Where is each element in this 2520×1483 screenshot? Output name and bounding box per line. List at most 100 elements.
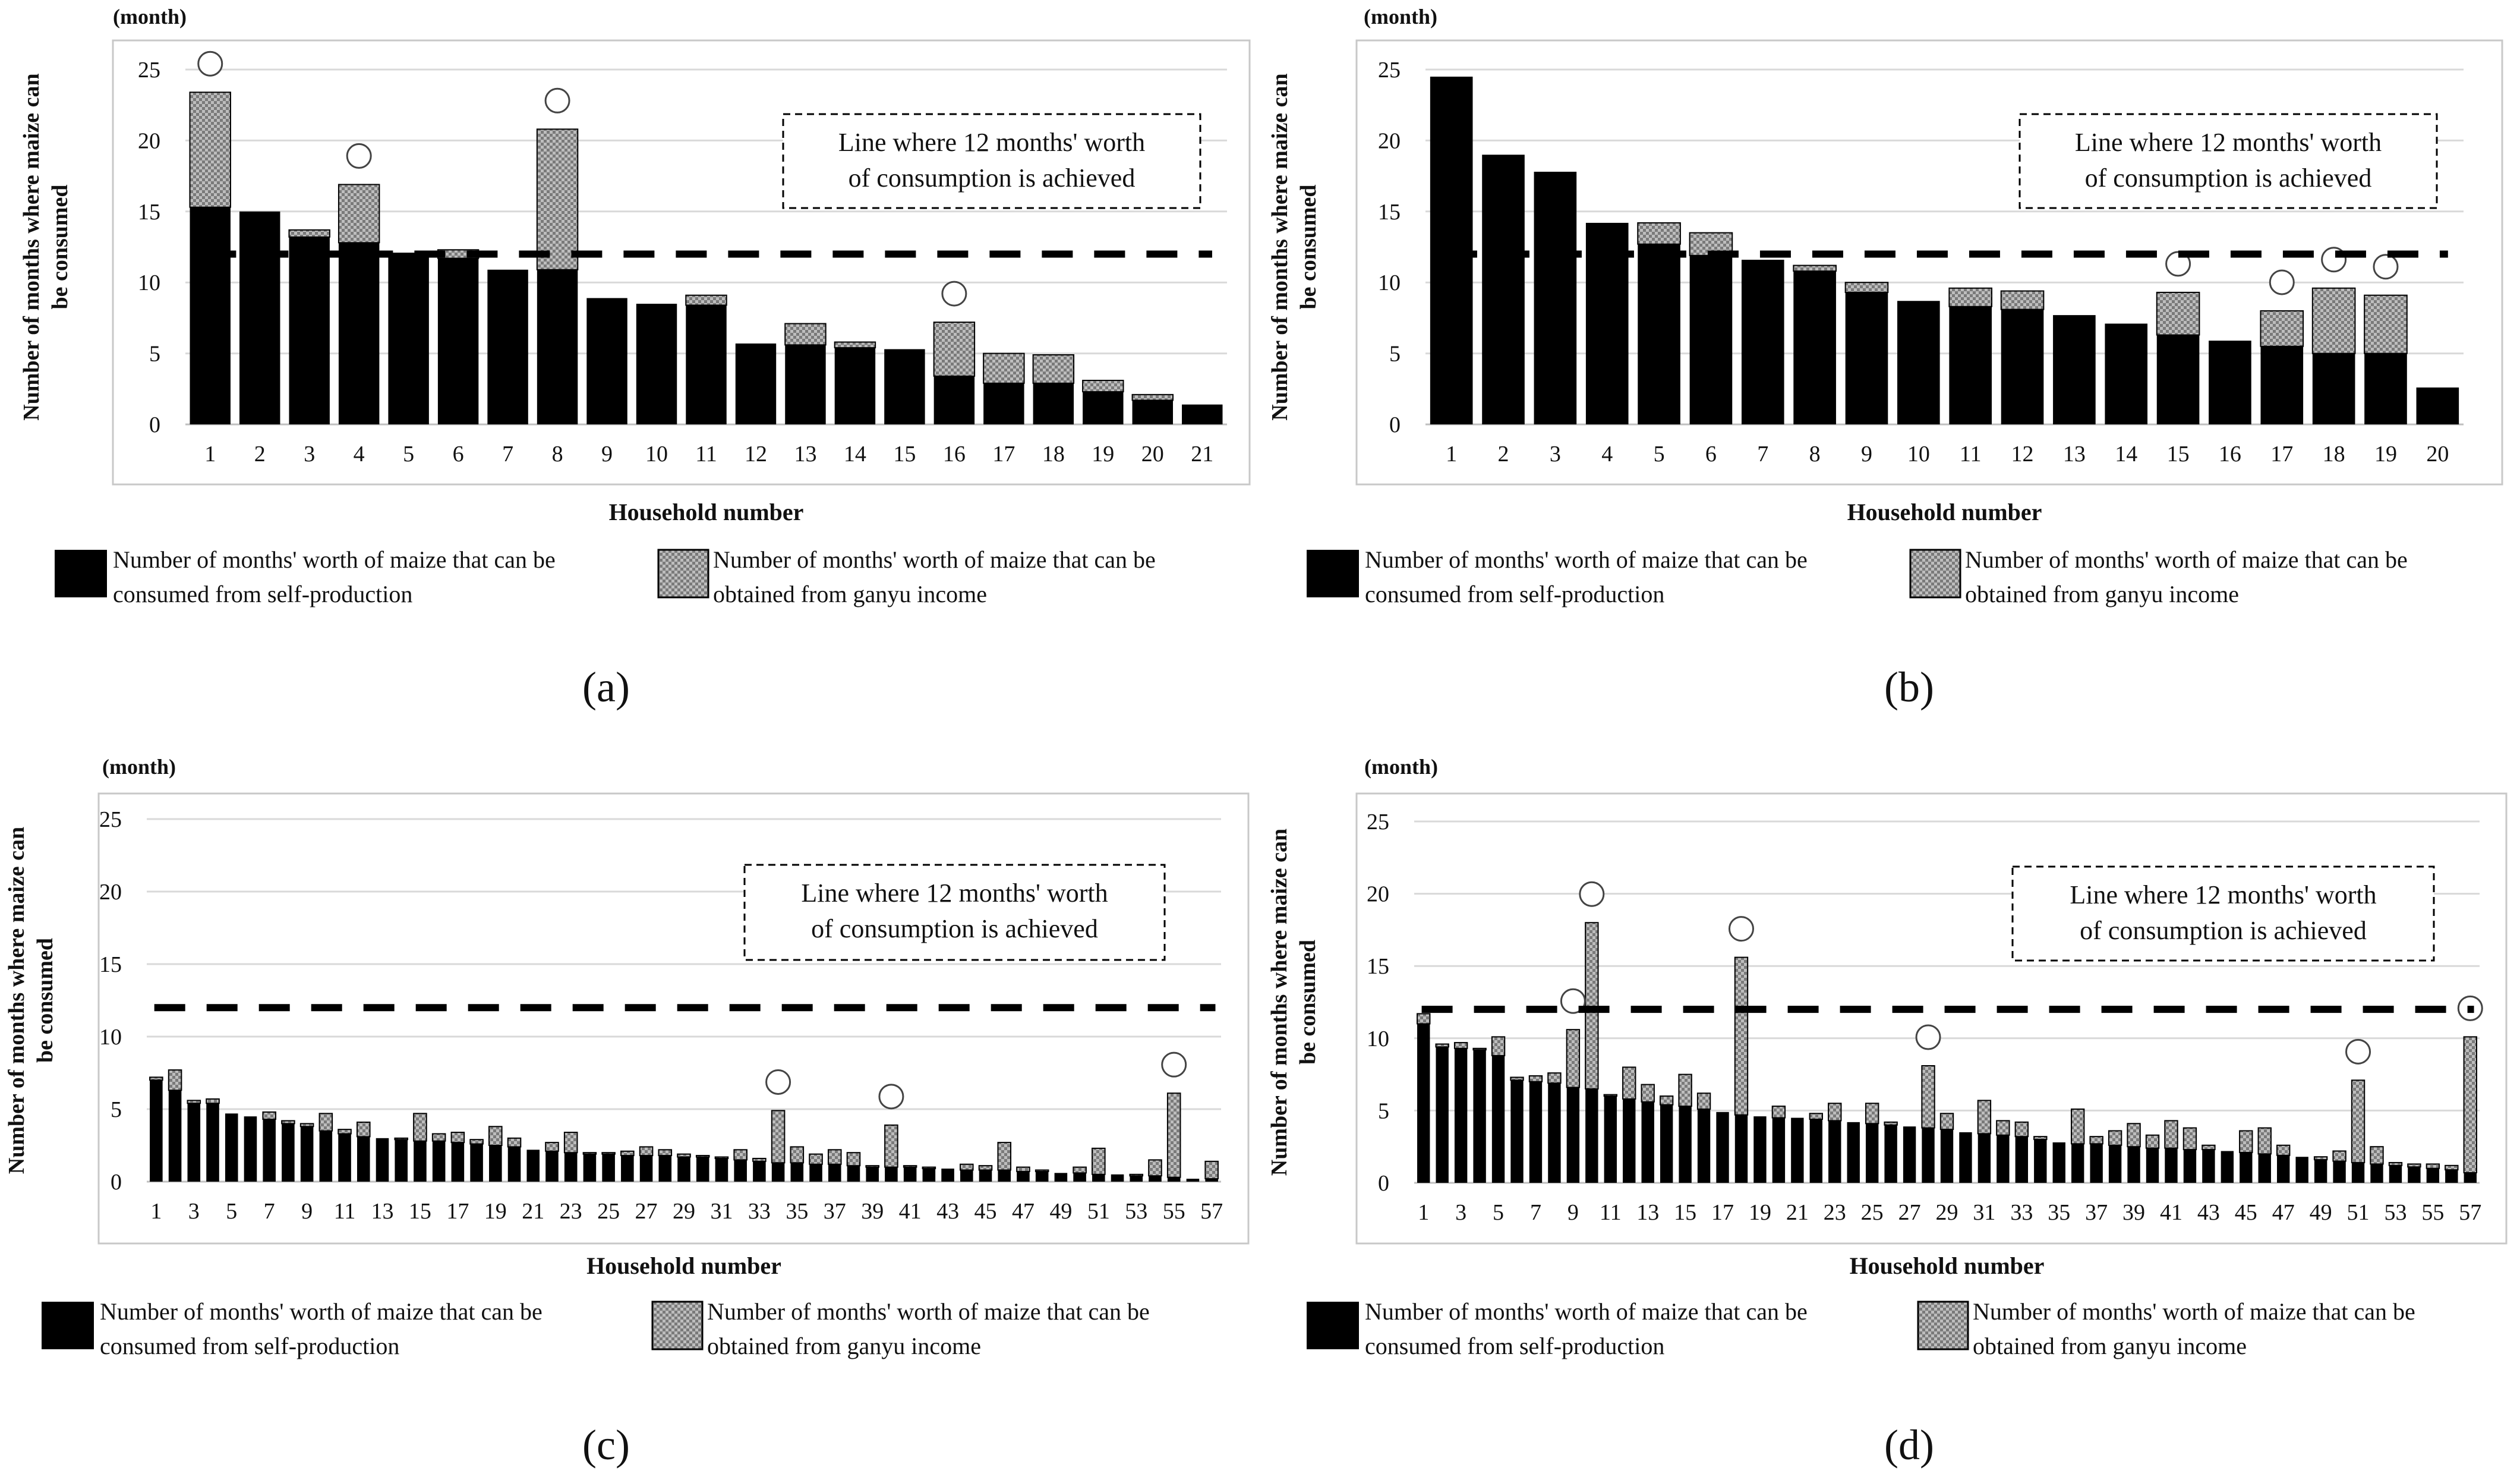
bar-ganyu <box>1082 379 1124 393</box>
bar-ganyu <box>903 1165 917 1168</box>
bar-self-production <box>847 1166 860 1182</box>
bar-self-production <box>1073 1173 1086 1182</box>
bar-ganyu <box>2127 1123 2141 1148</box>
bar-self-production <box>432 1141 446 1182</box>
bar-ganyu <box>1148 1159 1162 1177</box>
bar-ganyu <box>1865 1103 1879 1125</box>
chart-frame <box>1355 792 2508 1245</box>
bar-self-production <box>206 1103 219 1182</box>
bar-ganyu <box>685 294 727 306</box>
panel-label: (a) <box>582 663 630 711</box>
bar-self-production <box>771 1163 785 1182</box>
bar-ganyu <box>1734 956 1749 1116</box>
bar-self-production <box>2370 1164 2383 1183</box>
bar-self-production <box>2277 1155 2290 1183</box>
x-tick-label: 12 <box>2011 442 2034 467</box>
bar-self-production <box>187 1103 201 1182</box>
bar-self-production <box>190 207 231 424</box>
bar-ganyu <box>168 1069 182 1091</box>
bar-self-production <box>734 1160 747 1182</box>
bar-self-production <box>2408 1167 2421 1183</box>
x-tick-label: 14 <box>2115 442 2137 467</box>
bar-self-production <box>2389 1165 2402 1183</box>
x-tick-label: 23 <box>1824 1200 1846 1225</box>
x-tick-label: 5 <box>1654 442 1665 467</box>
unit-label: (month) <box>102 755 176 779</box>
bar-ganyu <box>1921 1065 1935 1129</box>
bar-self-production <box>2156 335 2200 424</box>
highlight-circle-marker <box>2165 251 2191 277</box>
bar-ganyu <box>1204 1160 1219 1180</box>
bar-ganyu <box>2463 1036 2477 1173</box>
bar-self-production <box>489 1145 502 1182</box>
bar-ganyu <box>2370 1146 2384 1165</box>
bar-self-production <box>537 269 578 424</box>
bar-ganyu <box>2388 1161 2403 1166</box>
bar-ganyu <box>2156 291 2200 336</box>
bar-ganyu <box>2257 1127 2272 1155</box>
x-tick-label: 5 <box>1493 1200 1504 1225</box>
highlight-circle-marker <box>765 1069 791 1095</box>
legend-label-ganyu: obtained from ganyu income <box>1973 1333 2247 1359</box>
bar-self-production <box>1167 1177 1181 1182</box>
bar-self-production <box>979 1170 992 1182</box>
x-tick-label: 13 <box>371 1199 393 1224</box>
bar-ganyu <box>1996 1120 2010 1136</box>
bar-ganyu <box>714 1156 729 1159</box>
legend-swatch-self-production <box>42 1302 94 1349</box>
legend-label-self-production: consumed from self-production <box>1365 581 1664 607</box>
bar-self-production <box>1903 1126 1916 1183</box>
bar-self-production <box>686 305 727 424</box>
bar-self-production <box>583 1154 597 1182</box>
x-tick-label: 57 <box>1200 1199 1223 1224</box>
bar-ganyu <box>338 184 380 244</box>
y-axis-title: Number of months where maize can <box>1267 829 1292 1176</box>
bar-self-production <box>319 1131 333 1182</box>
x-tick-label: 13 <box>2063 442 2086 467</box>
x-tick-label: 39 <box>861 1199 884 1224</box>
chart-frame <box>112 39 1251 486</box>
bar-ganyu <box>978 1165 993 1171</box>
bar-self-production <box>451 1142 465 1182</box>
bar-self-production <box>1689 255 1733 424</box>
x-tick-label: 11 <box>1960 442 1982 467</box>
bar-self-production <box>884 349 925 424</box>
bar-self-production <box>2416 387 2459 424</box>
x-tick-label: 9 <box>1861 442 1872 467</box>
bar-ganyu <box>563 1132 578 1154</box>
bar-self-production <box>2090 1144 2103 1183</box>
bar-ganyu <box>2239 1130 2253 1153</box>
bar-self-production <box>1149 1176 1162 1182</box>
bar-ganyu <box>1884 1121 1898 1126</box>
bar-self-production <box>735 343 777 424</box>
legend-label-self-production: Number of months' worth of maize that ca… <box>113 546 556 573</box>
legend-swatch-ganyu <box>1917 1301 1969 1350</box>
x-tick-label: 39 <box>2122 1200 2145 1225</box>
bar-self-production <box>338 1133 351 1182</box>
bar-self-production <box>1922 1128 1935 1183</box>
bar-self-production <box>922 1169 936 1182</box>
bar-ganyu <box>960 1163 974 1171</box>
legend-swatch-self-production <box>55 550 107 597</box>
bar-ganyu <box>2364 294 2408 354</box>
x-tick-label: 25 <box>597 1199 620 1224</box>
bar-ganyu <box>1073 1166 1087 1174</box>
x-tick-label: 49 <box>1049 1199 1072 1224</box>
bar-ganyu <box>206 1098 220 1104</box>
bar-self-production <box>526 1150 540 1182</box>
bar-self-production <box>586 298 627 424</box>
bar-self-production <box>621 1155 634 1182</box>
y-tick-label: 15 <box>1367 954 1389 979</box>
legend-label-self-production: consumed from self-production <box>113 581 412 607</box>
bar-self-production <box>1092 1174 1105 1182</box>
bar-self-production <box>1660 1104 1673 1183</box>
x-tick-label: 55 <box>2421 1200 2444 1225</box>
x-tick-label: 53 <box>1125 1199 1147 1224</box>
highlight-circle-marker <box>544 87 570 114</box>
bar-self-production <box>1054 1173 1068 1182</box>
bar-ganyu <box>1528 1075 1543 1082</box>
chart-frame <box>1355 39 2503 486</box>
bar-self-production <box>1033 383 1074 424</box>
bar-self-production <box>677 1157 690 1182</box>
